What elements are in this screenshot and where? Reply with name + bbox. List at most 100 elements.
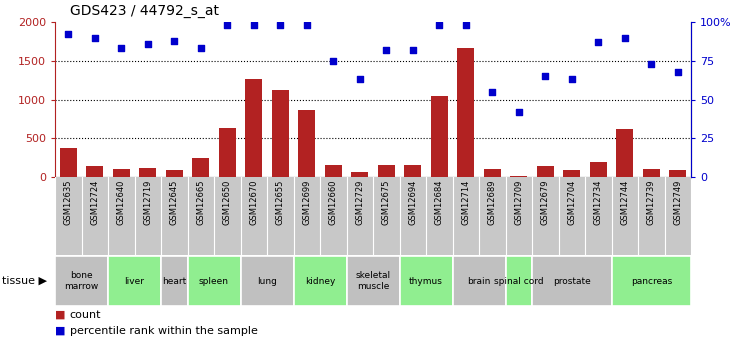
Bar — [192, 158, 209, 177]
Point — [592, 39, 604, 45]
Text: skeletal
muscle: skeletal muscle — [355, 271, 390, 291]
Text: GSM12694: GSM12694 — [408, 179, 417, 225]
Text: GSM12739: GSM12739 — [647, 179, 656, 225]
Text: ■: ■ — [55, 310, 66, 320]
Bar — [86, 166, 103, 177]
Text: GDS423 / 44792_s_at: GDS423 / 44792_s_at — [69, 4, 219, 18]
Point — [168, 38, 180, 43]
Point — [566, 77, 577, 82]
Bar — [612, 256, 691, 306]
Text: GSM12749: GSM12749 — [673, 179, 682, 225]
Text: tissue ▶: tissue ▶ — [2, 276, 47, 286]
Bar — [113, 169, 130, 177]
Bar — [245, 79, 262, 177]
Text: GSM12635: GSM12635 — [64, 179, 73, 225]
Text: GSM12689: GSM12689 — [488, 179, 497, 225]
Text: GSM12699: GSM12699 — [302, 179, 311, 225]
Point — [327, 58, 339, 63]
Bar — [510, 176, 527, 177]
Text: percentile rank within the sample: percentile rank within the sample — [69, 326, 257, 336]
Text: GSM12655: GSM12655 — [276, 179, 285, 225]
Text: GSM12670: GSM12670 — [249, 179, 258, 225]
Text: pancreas: pancreas — [631, 276, 672, 286]
Text: count: count — [69, 310, 101, 320]
Bar — [139, 168, 156, 177]
Text: GSM12744: GSM12744 — [620, 179, 629, 225]
Point — [539, 73, 551, 79]
Text: GSM12665: GSM12665 — [196, 179, 205, 225]
Text: GSM12650: GSM12650 — [223, 179, 232, 225]
Bar — [590, 162, 607, 177]
Text: GSM12704: GSM12704 — [567, 179, 576, 225]
Text: spleen: spleen — [199, 276, 229, 286]
Bar — [240, 256, 294, 306]
Point — [62, 32, 74, 37]
Point — [195, 46, 207, 51]
Bar — [187, 256, 240, 306]
Text: prostate: prostate — [553, 276, 591, 286]
Text: bone
marrow: bone marrow — [64, 271, 99, 291]
Text: GSM12724: GSM12724 — [90, 179, 99, 225]
Bar — [346, 256, 400, 306]
Bar — [55, 256, 108, 306]
Text: spinal cord: spinal cord — [494, 276, 544, 286]
Bar — [351, 172, 368, 177]
Bar — [452, 256, 506, 306]
Text: brain: brain — [467, 276, 491, 286]
Point — [486, 89, 498, 95]
Point — [354, 77, 366, 82]
Point — [380, 47, 392, 53]
Bar — [484, 169, 501, 177]
Text: thymus: thymus — [409, 276, 443, 286]
Point — [645, 61, 657, 67]
Point — [274, 22, 286, 28]
Point — [115, 46, 127, 51]
Point — [513, 109, 525, 115]
Bar — [616, 129, 633, 177]
Point — [142, 41, 154, 47]
Text: GSM12684: GSM12684 — [435, 179, 444, 225]
Bar — [219, 128, 236, 177]
Bar — [108, 256, 161, 306]
Text: GSM12660: GSM12660 — [329, 179, 338, 225]
Text: heart: heart — [162, 276, 186, 286]
Bar — [294, 256, 346, 306]
Point — [301, 22, 313, 28]
Text: liver: liver — [124, 276, 145, 286]
Point — [433, 22, 445, 28]
Text: GSM12645: GSM12645 — [170, 179, 179, 225]
Bar — [166, 170, 183, 177]
Point — [89, 35, 101, 40]
Bar — [60, 148, 77, 177]
Bar — [404, 165, 421, 177]
Text: ■: ■ — [55, 326, 66, 336]
Text: GSM12709: GSM12709 — [514, 179, 523, 225]
Point — [248, 22, 260, 28]
Bar — [431, 96, 448, 177]
Text: kidney: kidney — [305, 276, 336, 286]
Bar — [400, 256, 452, 306]
Text: GSM12734: GSM12734 — [594, 179, 603, 225]
Text: GSM12679: GSM12679 — [541, 179, 550, 225]
Point — [460, 22, 471, 28]
Bar — [457, 48, 474, 177]
Point — [672, 69, 683, 75]
Bar — [563, 170, 580, 177]
Bar — [506, 256, 532, 306]
Bar — [161, 256, 187, 306]
Bar — [537, 166, 554, 177]
Text: GSM12719: GSM12719 — [143, 179, 152, 225]
Point — [619, 35, 631, 40]
Text: lung: lung — [257, 276, 277, 286]
Bar — [378, 165, 395, 177]
Bar — [669, 170, 686, 177]
Text: GSM12675: GSM12675 — [382, 179, 391, 225]
Bar — [643, 169, 660, 177]
Text: GSM12729: GSM12729 — [355, 179, 364, 225]
Bar — [532, 256, 612, 306]
Point — [221, 22, 233, 28]
Point — [407, 47, 419, 53]
Bar — [272, 90, 289, 177]
Text: GSM12640: GSM12640 — [117, 179, 126, 225]
Bar — [298, 110, 315, 177]
